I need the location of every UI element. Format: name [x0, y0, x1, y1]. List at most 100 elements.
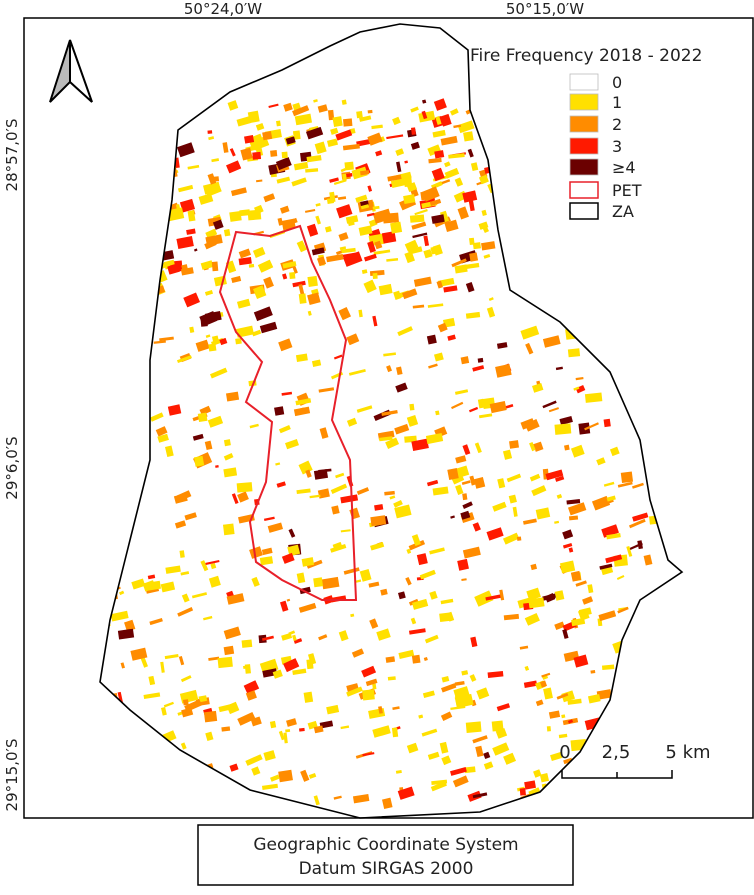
fire-patch [222, 523, 235, 536]
top-coordinate: 50°15,0′W [506, 0, 584, 18]
fire-patch [411, 598, 429, 610]
fire-patch [487, 670, 504, 679]
fire-patch [409, 214, 425, 223]
fire-patch [566, 499, 581, 505]
fire-patch [413, 276, 432, 287]
fire-patch [502, 532, 520, 545]
fire-patch [283, 102, 293, 112]
fire-patch [130, 647, 148, 661]
fire-patch [236, 298, 251, 309]
footer-line: Geographic Coordinate System [253, 835, 518, 855]
legend-label: PET [612, 181, 642, 200]
fire-patch [524, 780, 536, 790]
fire-patch [300, 769, 310, 782]
fire-patch [472, 242, 482, 250]
left-coordinate: 28°57,0′S [3, 119, 21, 192]
fire-patch [372, 272, 378, 280]
fire-patch [358, 309, 363, 318]
fire-patch [198, 695, 208, 703]
fire-patch [281, 552, 295, 564]
fire-patch [311, 247, 325, 256]
fire-patch [573, 654, 589, 668]
fire-patch [562, 542, 573, 549]
fire-patch [211, 261, 219, 272]
legend-label: 0 [612, 73, 622, 92]
fire-patch [643, 554, 653, 566]
fire-patch [237, 491, 249, 503]
fire-patch [464, 766, 476, 774]
fire-patch [279, 600, 289, 612]
fire-patch [245, 754, 263, 766]
fire-patch [160, 661, 165, 673]
fire-patch [396, 161, 402, 173]
fire-patch [427, 144, 442, 156]
fire-patch [542, 593, 556, 601]
fire-patch [174, 520, 187, 529]
fire-patch [436, 280, 443, 289]
fire-patch [372, 725, 391, 738]
fire-patch [179, 198, 196, 213]
fire-patch [360, 170, 370, 176]
fire-patch [359, 115, 372, 122]
fire-patch [429, 198, 442, 206]
fire-patch [204, 440, 213, 451]
fire-patch [460, 356, 470, 365]
fire-patch [637, 540, 643, 550]
fire-patch [509, 440, 519, 449]
fire-patch [453, 124, 462, 129]
fire-patch [476, 687, 490, 700]
fire-patch [356, 110, 363, 119]
fire-patch [369, 618, 379, 629]
fire-patch [573, 386, 580, 391]
fire-patch [293, 638, 303, 644]
fire-patch [309, 494, 321, 499]
fire-patch [542, 674, 549, 680]
fire-patch [449, 108, 459, 116]
fire-patch [164, 654, 179, 660]
fire-patch [292, 130, 301, 140]
fire-patch [620, 471, 634, 483]
fire-patch [367, 185, 373, 192]
fire-patch [375, 150, 383, 157]
fire-patch [469, 475, 476, 486]
fire-patch [412, 232, 428, 239]
fire-patch [448, 153, 465, 159]
fire-patch [204, 239, 217, 250]
fire-patch [406, 182, 418, 193]
fire-patch [207, 130, 213, 134]
fire-patch [367, 241, 376, 253]
fire-patch [199, 310, 218, 327]
fire-patch [406, 415, 419, 427]
fire-patch [225, 391, 240, 402]
fire-patch [329, 177, 339, 183]
legend-label: ZA [612, 202, 634, 221]
fire-patch [160, 707, 167, 716]
fire-patch [226, 160, 242, 174]
fire-patch [330, 543, 347, 553]
fire-patch [562, 529, 574, 540]
fire-patch [426, 479, 439, 487]
fire-patch [244, 135, 255, 144]
fire-patch [180, 571, 190, 576]
fire-patch [280, 205, 290, 214]
fire-patch [492, 501, 507, 512]
fire-patch [263, 516, 275, 522]
fire-patch [259, 556, 274, 566]
fire-patch [235, 325, 254, 338]
fire-patch [281, 218, 296, 231]
fire-patch [305, 469, 312, 478]
fire-patch [524, 612, 540, 626]
fire-patch [307, 310, 312, 316]
fire-patch [236, 116, 251, 127]
fire-patch [120, 662, 125, 669]
fire-patch [244, 664, 251, 674]
fire-patch [519, 645, 529, 650]
fire-patch [317, 488, 330, 499]
fire-patch [182, 699, 189, 706]
fire-patch [440, 135, 458, 146]
fire-patch [554, 475, 565, 482]
fire-patch [187, 210, 196, 222]
fire-patch [140, 656, 148, 668]
fire-patch [590, 670, 596, 674]
fire-patch [539, 680, 548, 688]
